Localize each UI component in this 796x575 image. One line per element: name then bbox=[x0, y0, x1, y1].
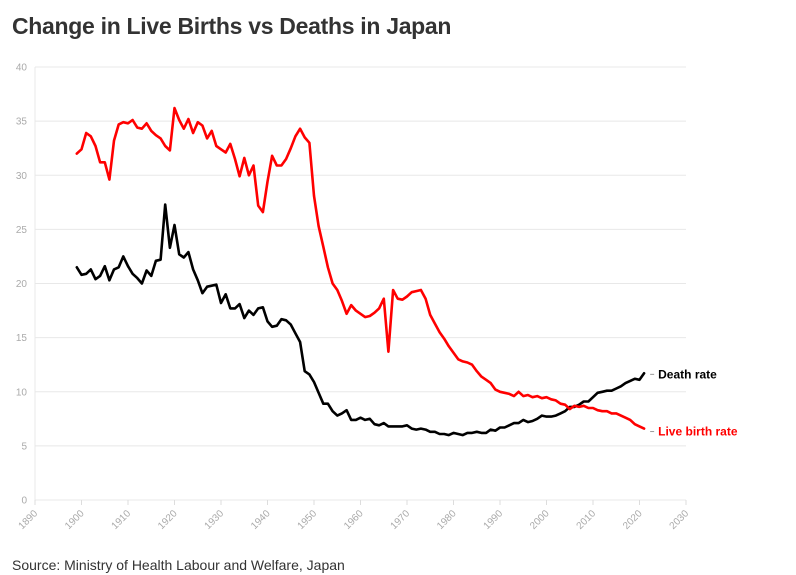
x-tick-label: 1890 bbox=[17, 508, 41, 532]
source-note: Source: Ministry of Health Labour and We… bbox=[12, 557, 345, 573]
x-tick-label: 2020 bbox=[621, 508, 645, 532]
x-tick-label: 1990 bbox=[482, 508, 506, 532]
y-tick-label: 35 bbox=[16, 117, 28, 128]
x-tick-label: 2010 bbox=[575, 508, 599, 532]
x-tick-label: 1950 bbox=[296, 508, 320, 532]
y-tick-label: 20 bbox=[16, 279, 28, 290]
series-line-death-rate bbox=[75, 203, 646, 437]
y-tick-label: 30 bbox=[16, 171, 28, 182]
y-tick-label: 40 bbox=[16, 63, 28, 74]
x-tick-label: 1980 bbox=[435, 508, 459, 532]
x-tick-label: 1960 bbox=[342, 508, 366, 532]
x-tick-label: 1970 bbox=[389, 508, 413, 532]
x-tick-label: 1940 bbox=[249, 508, 273, 532]
x-tick-label: 1900 bbox=[63, 508, 87, 532]
y-tick-label: 10 bbox=[16, 387, 28, 398]
x-tick-label: 2030 bbox=[668, 508, 692, 532]
y-tick-label: 5 bbox=[21, 441, 27, 452]
chart-title: Change in Live Births vs Deaths in Japan bbox=[12, 13, 452, 39]
x-tick-label: 1930 bbox=[203, 508, 227, 532]
y-tick-label: 25 bbox=[16, 225, 28, 236]
series-label: Death rate bbox=[658, 367, 717, 381]
x-tick-label: 1920 bbox=[156, 508, 180, 532]
series-label: Live birth rate bbox=[658, 425, 738, 439]
x-tick-label: 2000 bbox=[528, 508, 552, 532]
series-line-live-birth-rate bbox=[75, 106, 646, 430]
y-tick-label: 15 bbox=[16, 333, 28, 344]
y-tick-label: 0 bbox=[21, 496, 27, 507]
x-tick-label: 1910 bbox=[110, 508, 134, 532]
